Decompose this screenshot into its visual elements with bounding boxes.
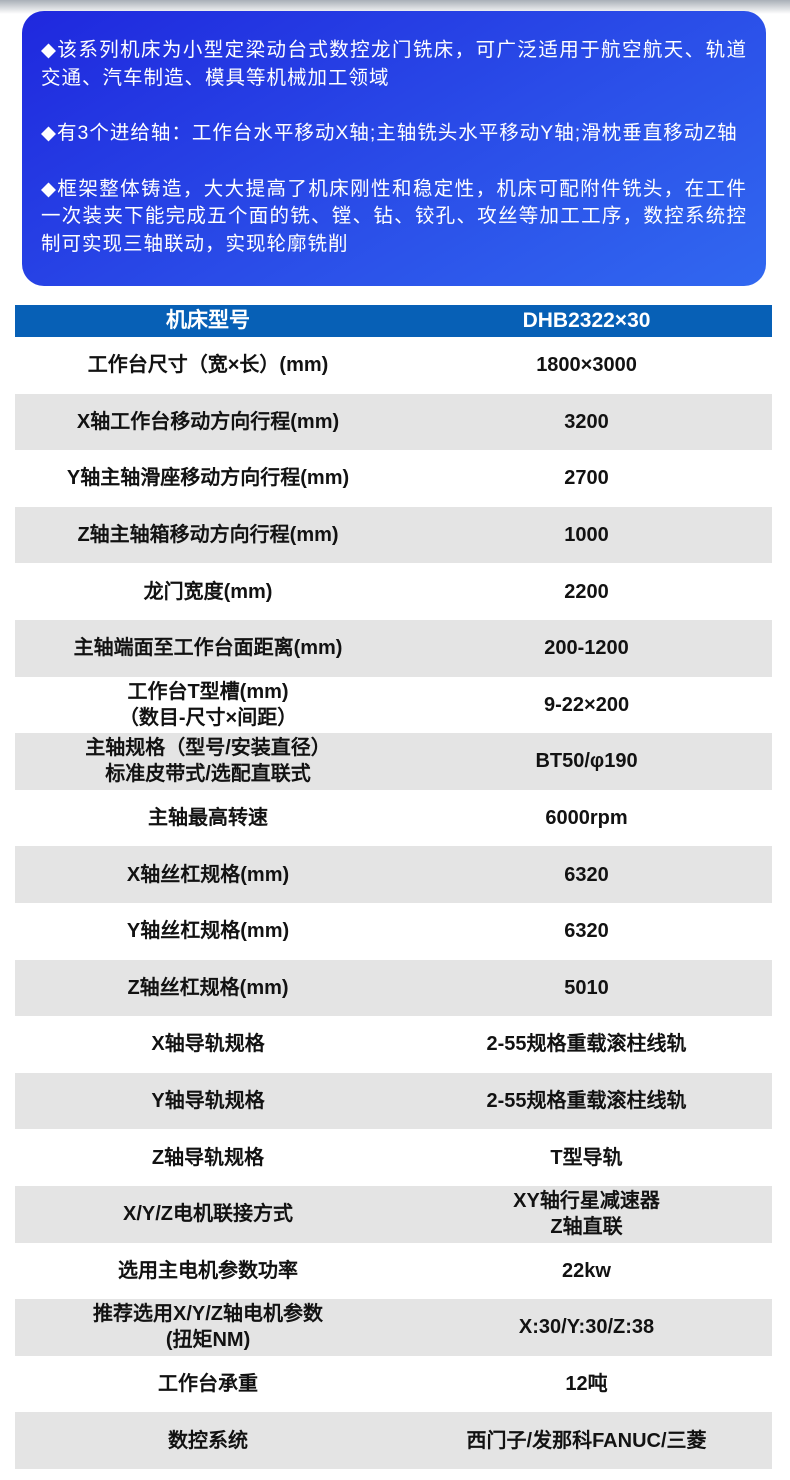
spec-value: XY轴行星减速器 Z轴直联 [513,1190,660,1239]
spec-label: 主轴端面至工作台面距离(mm) [73,637,343,660]
spec-label: X轴丝杠规格(mm) [126,863,290,886]
table-row: 数控系统 西门子/发那科FANUC/三菱 [15,1412,772,1469]
table-row: Z轴主轴箱移动方向行程(mm) 1000 [15,506,772,564]
table-row: X/Y/Z电机联接方式 XY轴行星减速器 Z轴直联 [15,1185,772,1243]
table-row: X轴工作台移动方向行程(mm) 3200 [15,393,772,451]
spec-label: Z轴丝杠规格(mm) [127,976,289,999]
table-row: 工作台T型槽(mm) （数目-尺寸×间距） 9-22×200 [15,676,772,734]
spec-value: 2-55规格重载滚柱线轨 [486,1090,687,1113]
spec-value: 2700 [564,467,609,490]
spec-value: X:30/Y:30/Z:38 [518,1316,655,1339]
spec-value: 5010 [564,976,609,999]
spec-value: 12吨 [565,1372,608,1395]
spec-label: 数控系统 [168,1429,249,1452]
table-row: Y轴主轴滑座移动方向行程(mm) 2700 [15,450,772,507]
spec-value: 2-55规格重载滚柱线轨 [486,1033,687,1056]
spec-label: 推荐选用X/Y/Z轴电机参数 (扭矩NM) [93,1303,324,1352]
spec-label: Z轴主轴箱移动方向行程(mm) [77,524,339,547]
spec-label: 龙门宽度(mm) [143,580,273,603]
spec-label: 工作台承重 [158,1372,259,1395]
spec-table: 机床型号 DHB2322×30 工作台尺寸（宽×长）(mm) 1800×3000… [15,305,772,1469]
feature-bullet-1: ◆该系列机床为小型定梁动台式数控龙门铣床，可广泛适用于航空航天、轨道交通、汽车制… [41,39,747,89]
table-row: Z轴丝杠规格(mm) 5010 [15,959,772,1017]
spec-value: 6320 [564,920,609,943]
intro-card: ◆该系列机床为小型定梁动台式数控龙门铣床，可广泛适用于航空航天、轨道交通、汽车制… [22,11,766,286]
spec-label: 选用主电机参数功率 [118,1259,299,1282]
spec-label: X轴工作台移动方向行程(mm) [76,410,340,433]
table-body: 工作台尺寸（宽×长）(mm) 1800×3000 X轴工作台移动方向行程(mm)… [15,337,772,1469]
spec-value: 6320 [564,863,609,886]
spec-label: X/Y/Z电机联接方式 [123,1203,294,1226]
page-top-shade [0,0,790,14]
table-row: Y轴导轨规格 2-55规格重载滚柱线轨 [15,1072,772,1130]
table-row: X轴丝杠规格(mm) 6320 [15,846,772,903]
spec-label: Y轴主轴滑座移动方向行程(mm) [66,467,350,490]
spec-value: 9-22×200 [543,693,630,716]
spec-label: X轴导轨规格 [151,1033,265,1056]
spec-value: BT50/φ190 [535,750,638,773]
table-row: 主轴端面至工作台面距离(mm) 200-1200 [15,619,772,677]
table-row: Y轴丝杠规格(mm) 6320 [15,902,772,960]
spec-label: 主轴规格（型号/安装直径） 标准皮带式/选配直联式 [85,737,331,786]
table-row: Z轴导轨规格 T型导轨 [15,1129,772,1186]
spec-value: 6000rpm [545,807,628,830]
spec-value: 200-1200 [544,637,629,660]
spec-value: 1000 [564,524,609,547]
model-header-label: 机床型号 [166,309,251,332]
spec-value: 3200 [564,410,609,433]
feature-bullet-3: ◆框架整体铸造，大大提高了机床刚性和稳定性，机床可配附件铣头，在工件一次装夹下能… [41,177,747,255]
table-header-row: 机床型号 DHB2322×30 [15,305,772,337]
table-row: 推荐选用X/Y/Z轴电机参数 (扭矩NM) X:30/Y:30/Z:38 [15,1299,772,1356]
table-row: 选用主电机参数功率 22kw [15,1242,772,1300]
spec-label: 主轴最高转速 [148,807,269,830]
spec-label: 工作台尺寸（宽×长）(mm) [87,354,329,377]
table-row: 龙门宽度(mm) 2200 [15,563,772,620]
spec-value: 西门子/发那科FANUC/三菱 [466,1429,707,1452]
table-row: 工作台承重 12吨 [15,1355,772,1413]
spec-value: 2200 [564,580,609,603]
spec-value: 1800×3000 [536,354,637,377]
spec-value: T型导轨 [550,1146,623,1169]
spec-label: 工作台T型槽(mm) （数目-尺寸×间距） [118,680,298,729]
spec-label: Z轴导轨规格 [151,1146,265,1169]
spec-value: 22kw [562,1259,611,1282]
spec-label: Y轴导轨规格 [151,1090,265,1113]
feature-bullet-2: ◆有3个进给轴：工作台水平移动X轴;主轴铣头水平移动Y轴;滑枕垂直移动Z轴 [41,122,738,144]
table-row: X轴导轨规格 2-55规格重载滚柱线轨 [15,1016,772,1073]
table-row: 主轴最高转速 6000rpm [15,789,772,847]
spec-label: Y轴丝杠规格(mm) [126,920,290,943]
table-row: 主轴规格（型号/安装直径） 标准皮带式/选配直联式 BT50/φ190 [15,733,772,790]
model-header-value: DHB2322×30 [522,309,651,332]
table-row: 工作台尺寸（宽×长）(mm) 1800×3000 [15,337,772,394]
